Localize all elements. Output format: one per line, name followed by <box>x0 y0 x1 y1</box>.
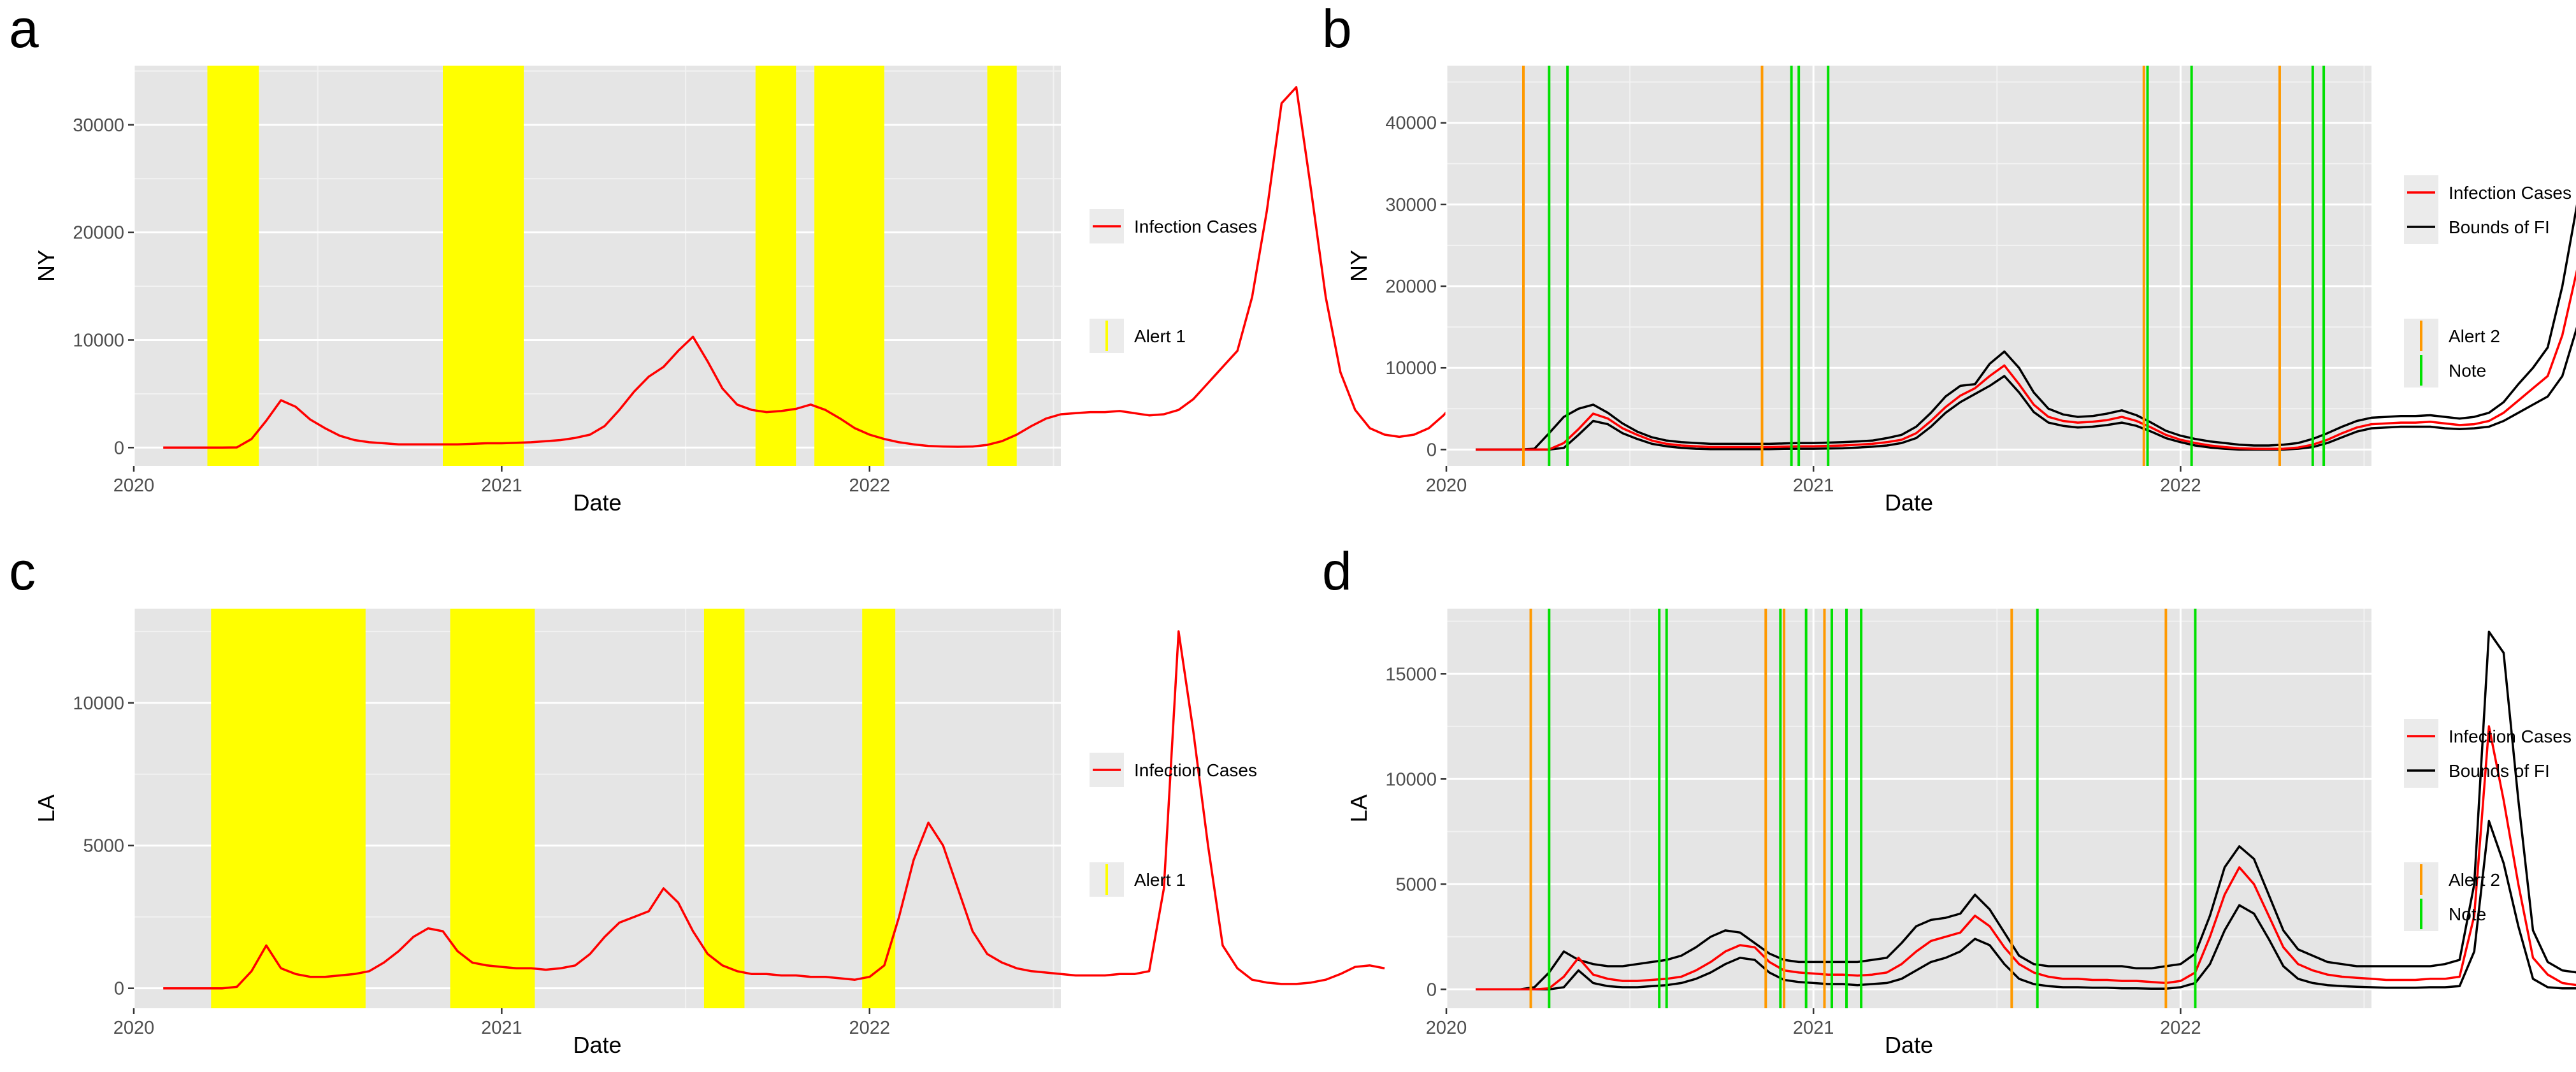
y-axis-title: LA <box>1346 794 1372 822</box>
y-tick-label: 30000 <box>1385 195 1437 215</box>
panel-a: 2020 2021 2022 0 10000 20000 30000 Date NY Infect… <box>33 66 1533 516</box>
x-tick-label: 2021 <box>481 1018 522 1038</box>
panel-letter-b: b <box>1322 0 1352 59</box>
y-tick-label: 20000 <box>1385 277 1437 297</box>
legend-label: Note <box>2449 361 2486 380</box>
x-tick-label: 2022 <box>849 475 891 496</box>
panel-letter-c: c <box>9 541 36 601</box>
x-tick-label: 2022 <box>2160 475 2201 496</box>
x-axis-title: Date <box>1885 1032 1933 1058</box>
y-axis-title: NY <box>1346 250 1372 282</box>
x-tick-label: 2020 <box>1426 475 1467 496</box>
y-tick-label: 0 <box>114 438 124 458</box>
x-tick-label: 2020 <box>113 475 155 496</box>
infection-cases-line <box>163 630 1385 990</box>
y-tick-label: 10000 <box>73 693 124 714</box>
y-tick-label: 0 <box>1427 980 1437 1000</box>
y-tick-label: 5000 <box>83 836 124 857</box>
panel-letter-d: d <box>1322 541 1352 601</box>
x-tick-label: 2021 <box>1793 1018 1834 1038</box>
x-axis-title: Date <box>1885 489 1933 516</box>
x-tick-label: 2022 <box>849 1018 891 1038</box>
x-tick-label: 2020 <box>1426 1018 1467 1038</box>
y-tick-label: 20000 <box>73 223 124 243</box>
legend-label: Infection Cases <box>1134 217 1257 236</box>
legend-label: Alert 2 <box>2449 326 2500 346</box>
infection-cases-line <box>1476 269 2576 451</box>
alert1-region <box>443 66 524 466</box>
infection-cases-line <box>163 86 1533 449</box>
y-tick-label: 5000 <box>1395 874 1437 895</box>
panel-letter-a: a <box>9 0 39 59</box>
legend-label: Infection Cases <box>2449 727 2572 746</box>
y-tick-label: 0 <box>1427 440 1437 460</box>
bounds-upper-line <box>1476 630 2576 991</box>
y-tick-label: 40000 <box>1385 113 1437 134</box>
plot-background <box>1446 609 2371 1008</box>
alert1-region <box>987 66 1017 466</box>
alert1-region <box>862 609 896 1008</box>
y-tick-label: 10000 <box>73 330 124 351</box>
y-tick-label: 15000 <box>1385 664 1437 684</box>
x-tick-label: 2022 <box>2160 1018 2201 1038</box>
legend-label: Bounds of FI <box>2449 217 2550 237</box>
x-tick-label: 2021 <box>1793 475 1834 496</box>
x-tick-label: 2021 <box>481 475 522 496</box>
alert1-region <box>814 66 884 466</box>
alert1-region <box>755 66 796 466</box>
y-tick-label: 30000 <box>73 115 124 136</box>
alert1-region <box>207 66 259 466</box>
y-axis-title: LA <box>33 794 59 822</box>
bounds-upper-line <box>1476 204 2576 451</box>
x-tick-label: 2020 <box>113 1018 155 1038</box>
y-axis-title: NY <box>33 250 59 282</box>
plot-background <box>134 66 1061 466</box>
alert1-region <box>211 609 366 1008</box>
y-tick-label: 10000 <box>1385 358 1437 379</box>
infection-cases-line <box>1476 725 2576 991</box>
legend-label: Alert 1 <box>1134 326 1186 346</box>
alert1-region <box>703 609 745 1008</box>
legend-label: Alert 1 <box>1134 870 1186 890</box>
plot-background <box>1446 66 2371 466</box>
panel-d: 2020 2021 2022 0 5000 10000 15000 Date LA Infecti… <box>1346 609 2576 1058</box>
alert1-region <box>450 609 535 1008</box>
panel-b: 2020 2021 2022 0 10000 20000 30000 40000 Date NY I… <box>1346 66 2576 516</box>
x-axis-title: Date <box>573 1032 621 1058</box>
bounds-lower-line <box>1476 820 2576 991</box>
x-axis-title: Date <box>573 489 621 516</box>
legend-label: Bounds of FI <box>2449 761 2550 781</box>
legend-label: Note <box>2449 904 2486 924</box>
legend-label: Infection Cases <box>2449 183 2572 203</box>
legend-label: Infection Cases <box>1134 760 1257 780</box>
y-tick-label: 0 <box>114 979 124 999</box>
bounds-lower-line <box>1476 326 2576 451</box>
y-tick-label: 10000 <box>1385 769 1437 790</box>
legend-label: Alert 2 <box>2449 870 2500 890</box>
panel-c: 2020 2021 2022 0 5000 10000 Date LA Infection Ca… <box>33 609 1385 1058</box>
